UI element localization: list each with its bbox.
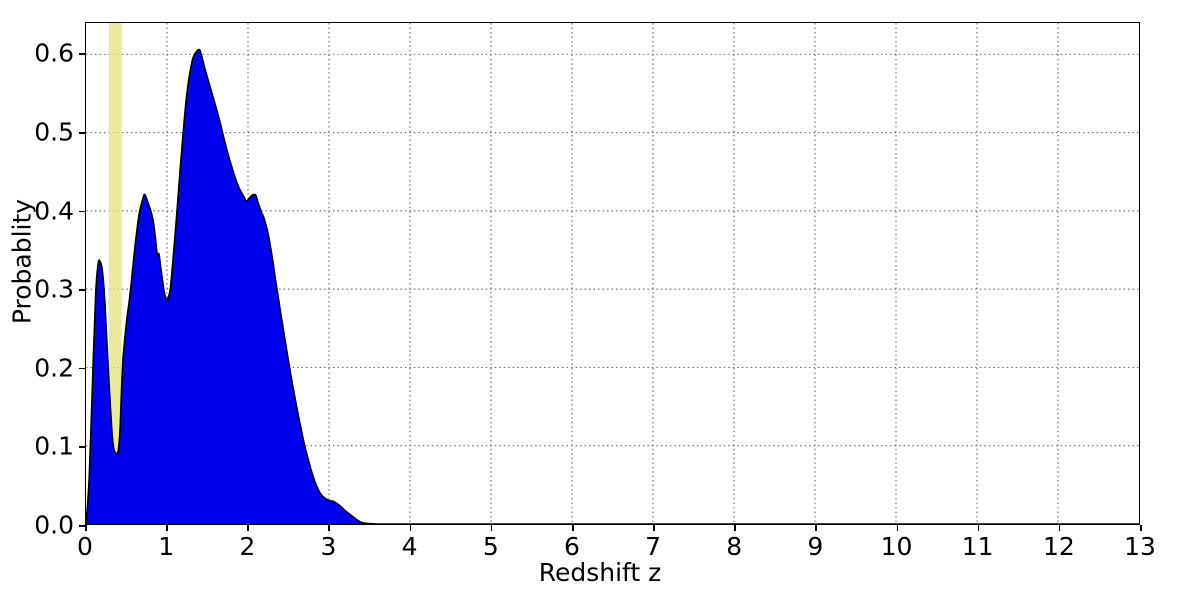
y-tick-mark-2 <box>79 367 85 370</box>
x-tick-mark-8 <box>734 525 736 531</box>
x-tick-label-10: 10 <box>880 532 913 561</box>
x-tick-mark-4 <box>409 525 412 531</box>
x-tick-label-11: 11 <box>961 532 994 561</box>
plot-area <box>85 22 1140 525</box>
y-tick-mark-3 <box>79 289 85 291</box>
x-tick-label-3: 3 <box>320 532 337 561</box>
x-tick-label-12: 12 <box>1042 532 1075 561</box>
x-tick-label-1: 1 <box>158 532 175 561</box>
x-tick-mark-2 <box>247 525 249 531</box>
y-tick-label-1: 0.1 <box>34 431 74 461</box>
x-tick-mark-12 <box>1058 525 1061 531</box>
x-tick-mark-6 <box>571 525 574 531</box>
y-tick-mark-1 <box>79 446 85 448</box>
x-tick-mark-5 <box>490 525 493 531</box>
y-tick-label-0: 0.0 <box>34 510 74 540</box>
x-tick-label-8: 8 <box>726 532 743 561</box>
x-tick-mark-0 <box>85 525 87 531</box>
x-tick-mark-13 <box>1140 525 1142 531</box>
x-tick-label-4: 4 <box>401 532 418 561</box>
x-tick-label-7: 7 <box>645 532 662 561</box>
x-tick-mark-10 <box>896 525 899 531</box>
y-tick-label-6: 0.6 <box>34 38 74 68</box>
x-tick-mark-9 <box>815 525 817 531</box>
y-axis-label: Probablity <box>7 198 37 325</box>
y-tick-mark-4 <box>79 210 85 213</box>
x-tick-label-9: 9 <box>807 532 824 561</box>
x-tick-mark-11 <box>977 525 980 531</box>
y-tick-mark-0 <box>79 525 85 527</box>
vertical-band-marker <box>108 23 122 524</box>
x-tick-label-0: 0 <box>77 532 93 561</box>
x-tick-mark-3 <box>328 525 331 531</box>
x-axis-label: Redshift z <box>538 558 662 587</box>
x-tick-mark-7 <box>653 525 655 531</box>
y-tick-mark-6 <box>79 53 85 56</box>
y-tick-label-4: 0.4 <box>34 196 74 226</box>
y-tick-label-5: 0.5 <box>34 117 74 147</box>
x-tick-label-5: 5 <box>482 532 499 561</box>
probability-density-curve <box>86 48 1139 524</box>
y-tick-label-3: 0.3 <box>34 274 74 304</box>
x-tick-label-6: 6 <box>563 532 580 561</box>
y-tick-label-2: 0.2 <box>34 353 74 383</box>
y-tick-mark-5 <box>79 132 85 134</box>
x-tick-label-2: 2 <box>239 532 256 561</box>
x-tick-label-13: 13 <box>1124 532 1156 561</box>
x-tick-mark-1 <box>166 525 168 531</box>
